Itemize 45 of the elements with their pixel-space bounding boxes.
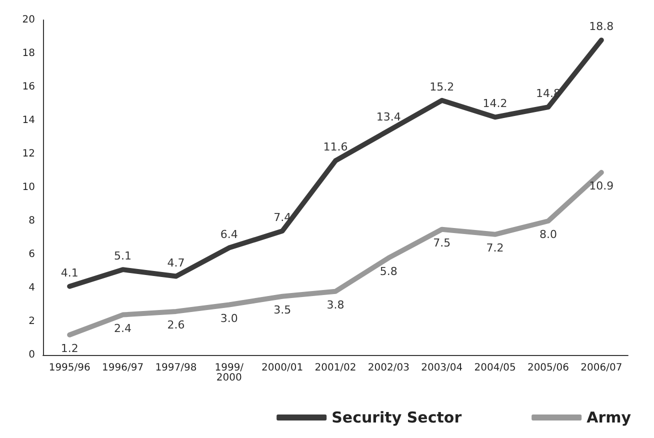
- y-tick-label: 2: [28, 316, 35, 327]
- y-tick-label: 18: [22, 48, 35, 59]
- y-tick-label: 8: [28, 216, 35, 226]
- x-tick-label: 2003/04: [421, 362, 463, 374]
- data-label: 2.6: [167, 318, 185, 332]
- legend-label: Army: [586, 408, 632, 426]
- y-tick-label: 12: [22, 148, 35, 160]
- x-tick-label: 2005/06: [527, 362, 569, 374]
- data-label: 3.8: [326, 298, 344, 312]
- data-label: 7.4: [274, 211, 292, 224]
- data-label: 13.4: [376, 110, 401, 124]
- x-tick-label: 1996/97: [102, 362, 144, 374]
- data-label: 4.7: [167, 256, 185, 270]
- data-label: 7.5: [433, 236, 451, 250]
- x-tick-label: 2001/02: [314, 362, 356, 374]
- x-tick-label: 1999/ 2000: [214, 362, 244, 384]
- y-tick-label: 14: [22, 115, 35, 126]
- data-label: 7.2: [486, 241, 504, 254]
- legend-label: Security Sector: [332, 408, 462, 426]
- data-label: 8.0: [539, 228, 557, 241]
- y-tick-label: 0: [28, 350, 35, 360]
- x-tick-label: 2000/01: [262, 362, 304, 374]
- x-tick-label: 1995/96: [48, 362, 90, 374]
- data-label: 3.5: [274, 303, 292, 316]
- data-label: 11.6: [323, 140, 348, 154]
- data-label: 6.4: [220, 228, 238, 241]
- data-label: 5.8: [380, 264, 398, 278]
- x-tick-label: 2006/07: [580, 362, 622, 374]
- y-tick-label: 20: [22, 14, 35, 26]
- data-label: 5.1: [114, 250, 132, 263]
- data-label: 10.9: [589, 179, 614, 192]
- y-tick-label: 10: [22, 182, 35, 193]
- data-label: 18.8: [589, 20, 614, 34]
- x-tick-label: 2002/03: [368, 362, 410, 374]
- x-tick-label: 1997/98: [155, 362, 197, 374]
- x-tick-label: 2004/05: [474, 362, 516, 374]
- y-tick-label: 6: [28, 249, 35, 260]
- data-label: 3.0: [220, 312, 238, 325]
- y-tick-label: 16: [22, 82, 35, 92]
- data-label: 1.2: [60, 342, 78, 355]
- data-label: 15.2: [430, 80, 454, 94]
- data-label: 2.4: [114, 322, 132, 335]
- data-label: 4.1: [60, 266, 78, 280]
- y-tick-label: 4: [28, 282, 35, 294]
- data-label: 14.2: [482, 97, 508, 110]
